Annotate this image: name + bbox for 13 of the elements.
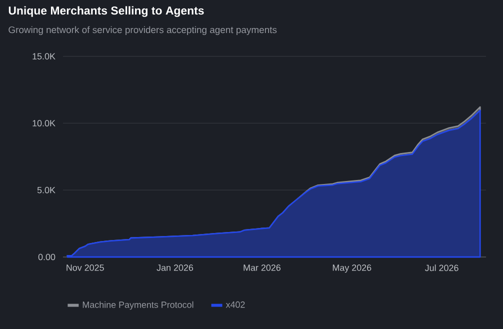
legend-label: x402 [226,301,245,308]
y-tick-label: 15.0K [32,53,56,60]
chart-subtitle: Growing network of service providers accepting agent payments [8,26,277,36]
x-tick-label: May 2026 [332,264,372,273]
x-tick-label: Nov 2025 [66,264,104,271]
x-tick-label: Mar 2026 [244,264,281,271]
y-tick-label: 0.00 [38,254,56,260]
legend-label: Machine Payments Protocol [82,301,194,310]
x-tick-label: Jan 2026 [156,264,194,271]
x-tick-label: Jul 2026 [424,264,458,272]
y-tick-label: 10.0K [32,120,56,126]
chart-title: Unique Merchants Selling to Agents [8,6,204,17]
y-tick-label: 5.0K [37,186,56,194]
